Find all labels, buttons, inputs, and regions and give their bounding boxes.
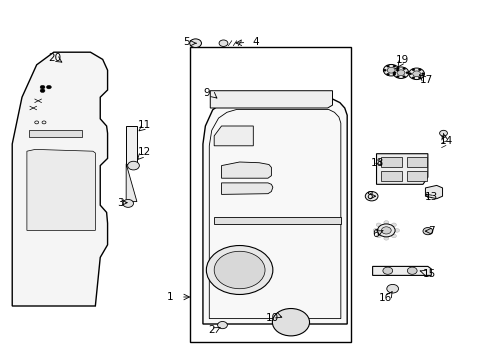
Circle shape [217, 321, 227, 329]
Circle shape [386, 65, 389, 67]
Bar [189, 47, 350, 342]
Circle shape [392, 73, 395, 75]
Polygon shape [214, 126, 253, 146]
Circle shape [40, 89, 45, 93]
Circle shape [386, 73, 389, 75]
Circle shape [127, 161, 139, 170]
Circle shape [405, 72, 408, 74]
Circle shape [219, 40, 227, 46]
Circle shape [411, 69, 414, 71]
Circle shape [383, 69, 386, 71]
Polygon shape [203, 99, 346, 324]
Circle shape [391, 223, 396, 226]
Bar [126, 126, 137, 164]
Polygon shape [27, 149, 95, 230]
Circle shape [122, 199, 133, 207]
Circle shape [46, 85, 51, 89]
Circle shape [417, 77, 420, 79]
Text: 17: 17 [419, 75, 432, 85]
Circle shape [40, 85, 45, 89]
Circle shape [402, 68, 405, 70]
Circle shape [407, 267, 416, 274]
Circle shape [365, 192, 377, 201]
Circle shape [386, 284, 398, 293]
Text: 19: 19 [394, 55, 408, 66]
Polygon shape [376, 154, 427, 184]
Polygon shape [214, 217, 341, 224]
Circle shape [386, 67, 394, 73]
Circle shape [382, 267, 392, 274]
Circle shape [392, 65, 395, 67]
Text: 10: 10 [265, 313, 278, 323]
Polygon shape [12, 52, 107, 306]
Polygon shape [126, 164, 137, 202]
Circle shape [392, 72, 395, 74]
Circle shape [408, 68, 424, 80]
Text: 7: 7 [427, 226, 434, 236]
Circle shape [421, 73, 424, 75]
Circle shape [395, 76, 398, 78]
Circle shape [381, 227, 390, 234]
Circle shape [408, 73, 411, 75]
Circle shape [396, 68, 398, 70]
Text: 8: 8 [365, 191, 372, 201]
Circle shape [417, 69, 420, 71]
Circle shape [391, 234, 396, 238]
Text: 9: 9 [203, 88, 209, 98]
Polygon shape [221, 162, 271, 178]
Text: 16: 16 [378, 293, 391, 303]
Circle shape [394, 229, 399, 232]
Circle shape [377, 224, 394, 237]
Polygon shape [425, 185, 442, 199]
Circle shape [411, 77, 414, 79]
Circle shape [189, 39, 201, 48]
Polygon shape [210, 91, 332, 108]
Circle shape [372, 229, 377, 232]
Text: 20: 20 [48, 53, 61, 63]
Bar [381, 157, 401, 167]
Bar [406, 171, 427, 181]
Circle shape [375, 234, 380, 238]
Circle shape [272, 309, 309, 336]
Circle shape [395, 69, 398, 71]
Circle shape [439, 130, 447, 136]
Circle shape [206, 246, 272, 294]
Text: 6: 6 [371, 229, 378, 239]
Text: 12: 12 [138, 147, 151, 157]
Text: 15: 15 [422, 269, 435, 279]
Circle shape [383, 64, 398, 76]
Circle shape [412, 71, 420, 77]
Text: 1: 1 [166, 292, 173, 302]
Circle shape [422, 228, 432, 235]
Circle shape [214, 251, 264, 289]
Circle shape [383, 237, 388, 240]
Polygon shape [29, 130, 82, 137]
Circle shape [383, 221, 388, 224]
Bar [406, 157, 427, 167]
Circle shape [375, 223, 380, 226]
Text: 18: 18 [370, 158, 384, 168]
Text: 11: 11 [138, 120, 151, 130]
Text: 2: 2 [207, 325, 214, 336]
Text: 4: 4 [252, 37, 259, 48]
Text: 3: 3 [117, 198, 124, 208]
Text: 13: 13 [424, 192, 437, 202]
Text: 5: 5 [183, 37, 190, 48]
Polygon shape [372, 266, 430, 275]
Polygon shape [221, 183, 272, 194]
Circle shape [396, 70, 404, 76]
Circle shape [402, 76, 405, 78]
Bar [381, 171, 401, 181]
Circle shape [392, 67, 408, 78]
Text: 14: 14 [438, 136, 452, 146]
